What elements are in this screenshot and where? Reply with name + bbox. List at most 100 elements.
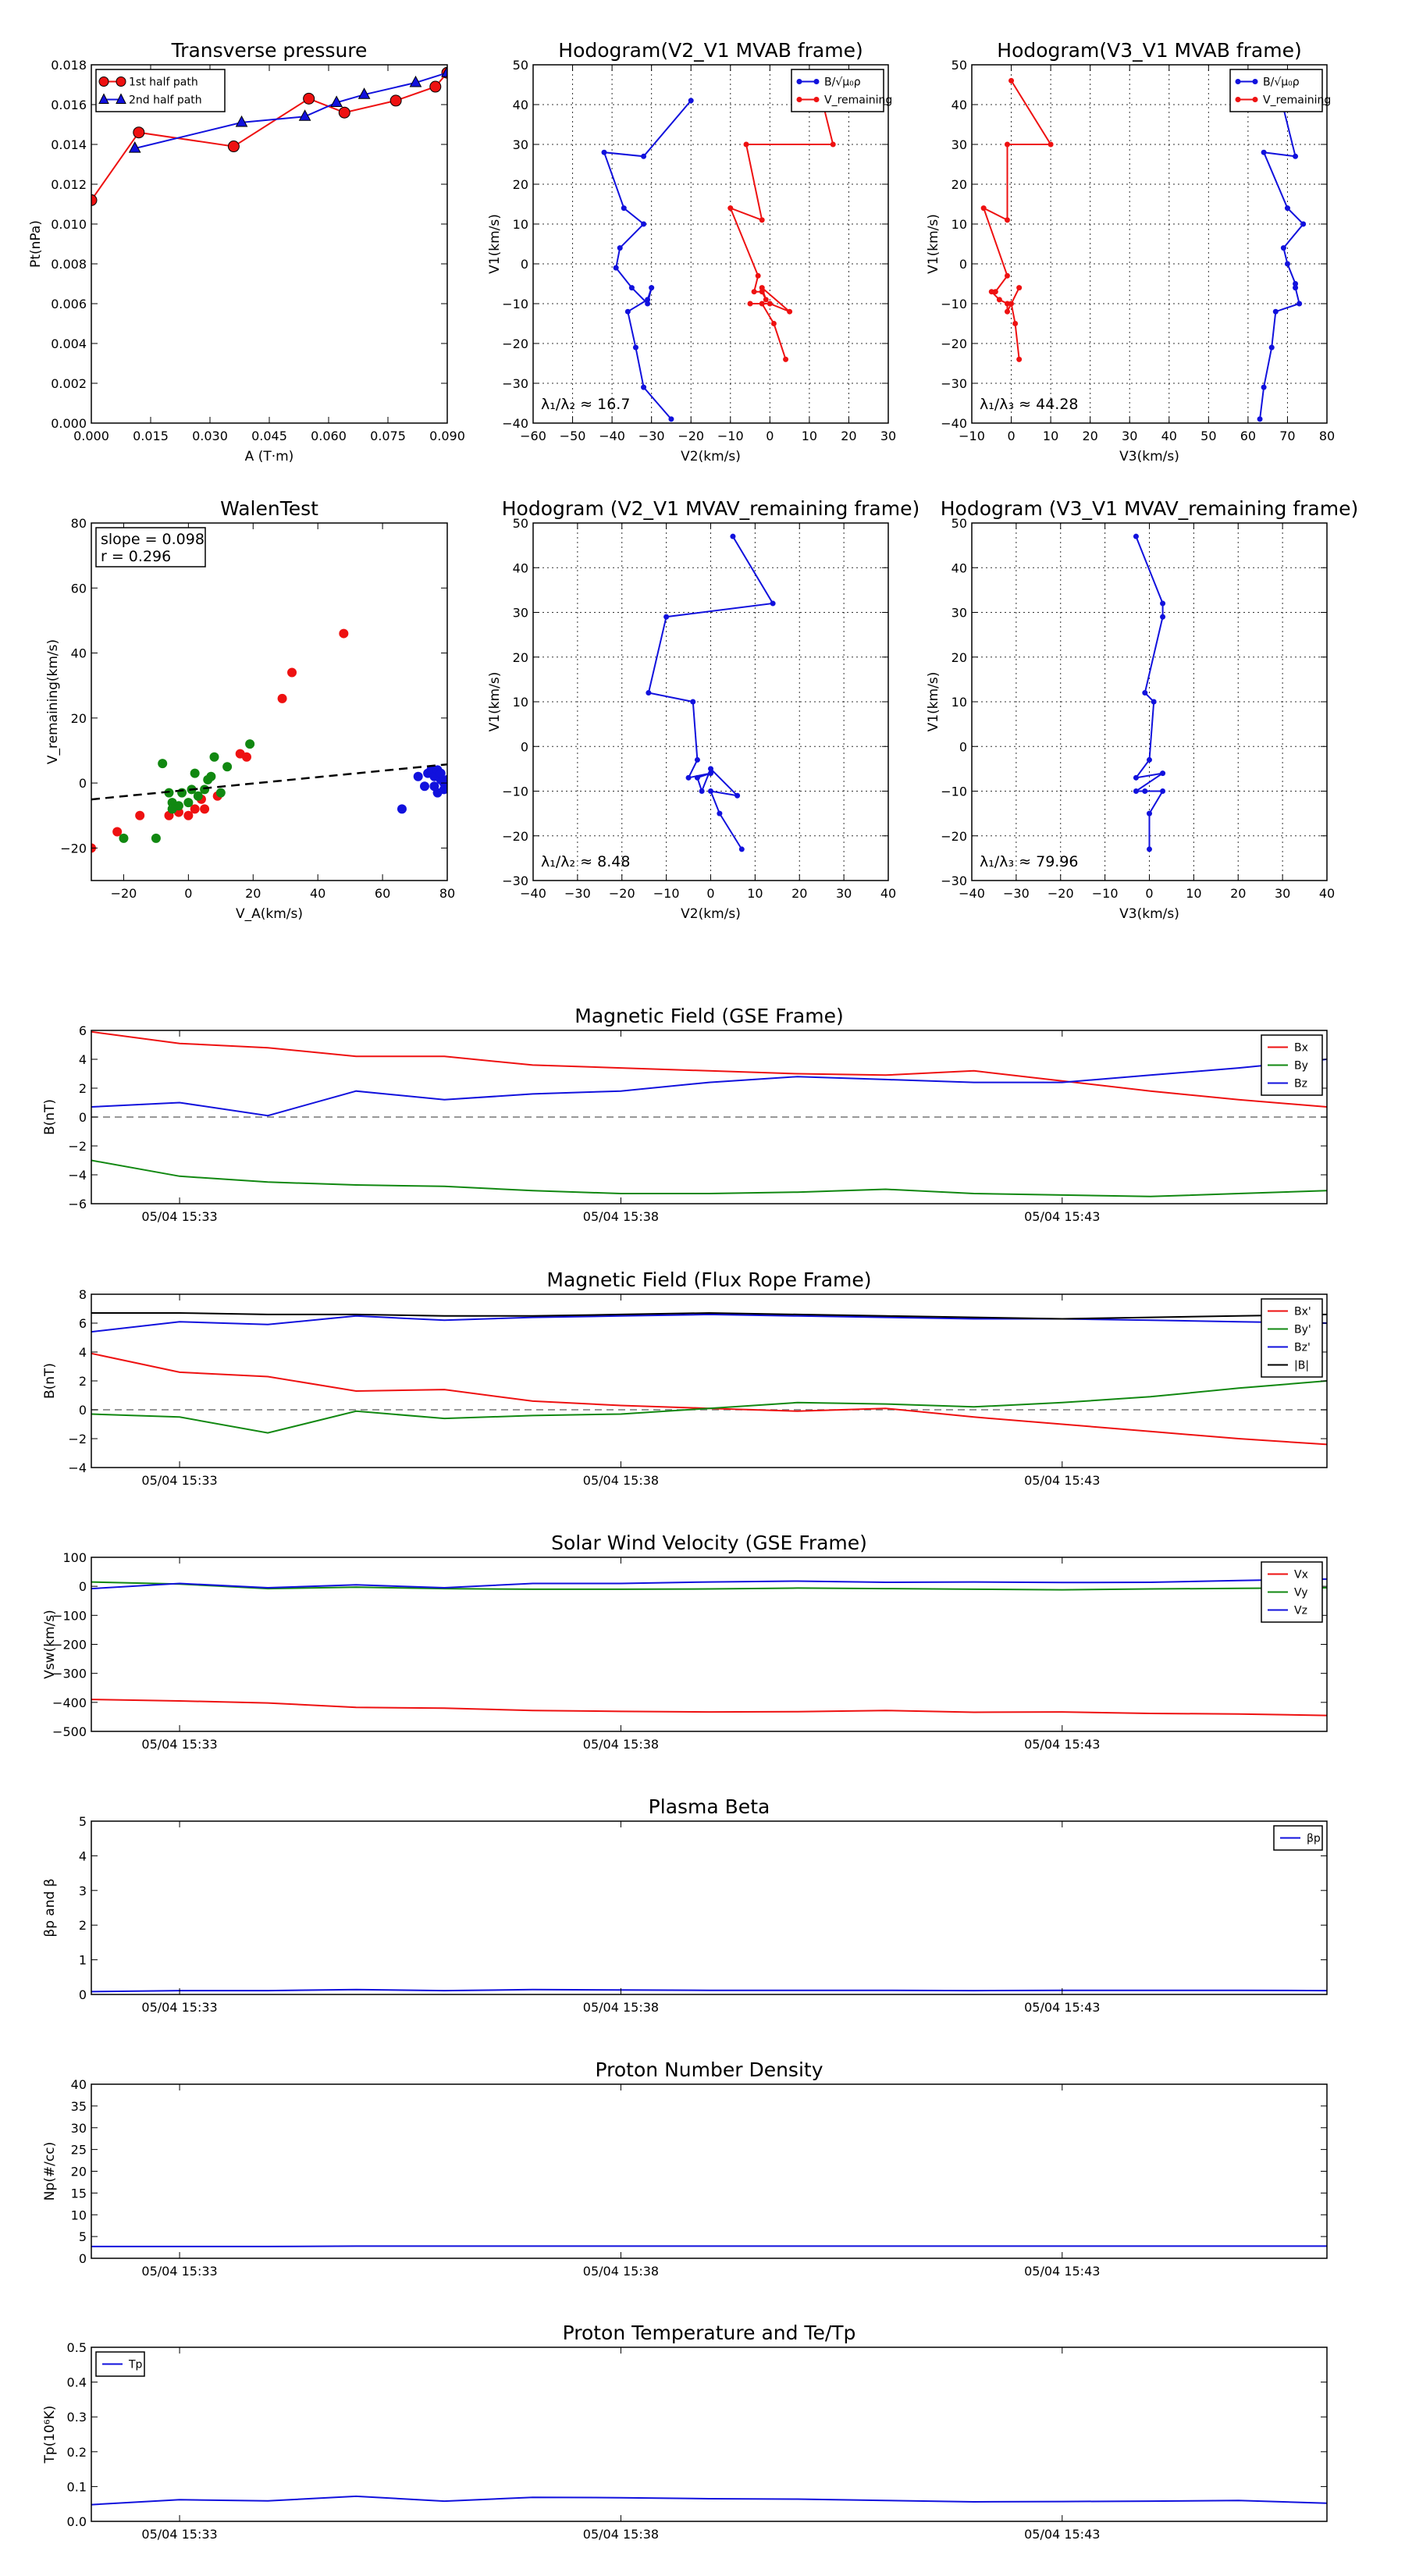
x-tick-label: 05/04 15:43 <box>1024 1737 1100 1752</box>
data-point <box>645 301 651 307</box>
data-point <box>443 774 447 785</box>
legend-label: By <box>1294 1060 1308 1073</box>
y-tick-label: 0.3 <box>67 2410 87 2425</box>
x-tick-label: 10 <box>747 886 763 901</box>
y-tick-label: −6 <box>68 1197 87 1212</box>
series-line-Vz <box>91 1578 1327 1590</box>
y-tick-label: −4 <box>68 1168 87 1183</box>
annotation: λ₁/λ₃ ≈ 44.28 <box>980 396 1079 413</box>
y-tick-label: −40 <box>941 416 967 431</box>
data-point <box>277 693 287 703</box>
legend-marker <box>1252 97 1258 102</box>
data-point <box>429 80 442 93</box>
x-tick-label: 0.045 <box>251 429 287 443</box>
data-point <box>151 833 161 843</box>
y-tick-label: 0 <box>959 739 967 754</box>
x-tick-label: 05/04 15:33 <box>141 2527 217 2542</box>
x-tick-label: 40 <box>880 886 896 901</box>
data-point <box>688 98 694 104</box>
y-tick-label: −30 <box>502 873 528 888</box>
y-tick-label: 0.002 <box>51 376 87 391</box>
data-point <box>1261 149 1267 155</box>
x-tick-label: 10 <box>1186 886 1201 901</box>
stats-slope: slope = 0.098 <box>101 531 205 548</box>
data-point <box>645 297 651 303</box>
data-point <box>646 690 652 696</box>
legend-marker <box>1252 79 1258 84</box>
y-tick-label: 30 <box>951 606 967 621</box>
data-point <box>183 810 194 820</box>
series-line-B/√μ₀ρ <box>603 100 692 420</box>
y-tick-label: −30 <box>941 376 967 391</box>
plot-frame <box>91 1820 1328 1995</box>
stats-r: r = 0.296 <box>101 548 171 565</box>
y-tick-label: 10 <box>513 217 528 232</box>
y-tick-label: 10 <box>951 217 967 232</box>
x-tick-label: 0.075 <box>370 429 406 443</box>
x-tick-label: 0.015 <box>133 429 169 443</box>
legend-label: 2nd half path <box>129 94 202 107</box>
legend-box <box>95 69 226 112</box>
x-axis-label: A (T·m) <box>245 449 294 464</box>
data-point <box>641 153 647 159</box>
y-axis-label: Vsw(km/s) <box>42 1610 58 1679</box>
data-point <box>1300 221 1307 227</box>
x-tick-label: 40 <box>310 886 325 901</box>
chart-title: Hodogram (V3_V1 MVAV_remaining frame) <box>941 497 1359 520</box>
y-tick-label: 8 <box>79 1287 87 1302</box>
x-tick-label: 05/04 15:43 <box>1024 2527 1100 2542</box>
data-point <box>1160 600 1166 607</box>
y-tick-label: 0.2 <box>67 2445 87 2460</box>
data-point <box>1005 217 1010 223</box>
data-point <box>1133 774 1139 781</box>
series-line-Bz <box>91 1059 1327 1117</box>
data-point <box>128 141 141 153</box>
legend-label: V_remaining <box>1263 94 1331 107</box>
data-point <box>419 781 429 792</box>
legend-label: Tp <box>128 2359 143 2371</box>
y-tick-label: 6 <box>79 1023 87 1038</box>
x-tick-label: 30 <box>836 886 852 901</box>
chart-wt: −20 0 20 40 60 80 −20 0 20 40 60 80 WalenTest V_A(km/… <box>45 497 455 922</box>
y-tick-label: 30 <box>513 137 528 152</box>
legend-marker <box>813 79 820 84</box>
x-tick-label: 80 <box>1319 429 1335 443</box>
legend-marker <box>796 97 802 102</box>
y-tick-label: 50 <box>513 58 528 73</box>
legend-label: Vz <box>1294 1605 1307 1617</box>
y-tick-label: −20 <box>60 841 87 856</box>
x-tick-label: 40 <box>1161 429 1177 443</box>
legend: βp <box>1273 1825 1323 1851</box>
y-tick-label: 0 <box>79 776 87 791</box>
y-tick-label: 0.016 <box>51 98 87 112</box>
x-tick-label: −20 <box>111 886 137 901</box>
plot-area <box>91 2495 1327 2506</box>
y-tick-label: 0.1 <box>67 2479 87 2494</box>
x-tick-label: 10 <box>1043 429 1058 443</box>
y-tick-label: 0.008 <box>51 257 87 272</box>
legend-box <box>1229 69 1323 112</box>
legend-label: 1st half path <box>129 76 198 89</box>
y-tick-label: 0.000 <box>51 416 87 431</box>
x-tick-label: −10 <box>653 886 680 901</box>
data-point <box>770 600 776 607</box>
x-tick-label: 05/04 15:38 <box>583 1209 659 1224</box>
y-tick-label: 0 <box>79 1403 87 1418</box>
data-point <box>397 804 407 814</box>
x-tick-label: 05/04 15:33 <box>141 1737 217 1752</box>
legend-label: By' <box>1294 1324 1311 1336</box>
legend: Bx' By' Bz' |B| <box>1261 1298 1323 1378</box>
y-tick-label: 20 <box>951 177 967 192</box>
chart-mfg: 05/04 15:33 05/04 15:38 05/04 15:43 −6 −4 −2 0… <box>42 1005 1328 1224</box>
legend: 1st half path 2nd half path <box>95 69 226 112</box>
y-tick-label: −10 <box>941 785 967 799</box>
data-point <box>209 752 219 762</box>
y-tick-label: 40 <box>513 560 528 575</box>
data-point <box>641 384 647 390</box>
data-point <box>1147 756 1152 763</box>
y-tick-label: 0 <box>521 257 528 272</box>
data-point <box>183 798 194 808</box>
x-tick-label: 05/04 15:33 <box>141 2264 217 2279</box>
series-line-|B| <box>91 1311 1327 1320</box>
plot-area <box>91 1030 1327 1197</box>
